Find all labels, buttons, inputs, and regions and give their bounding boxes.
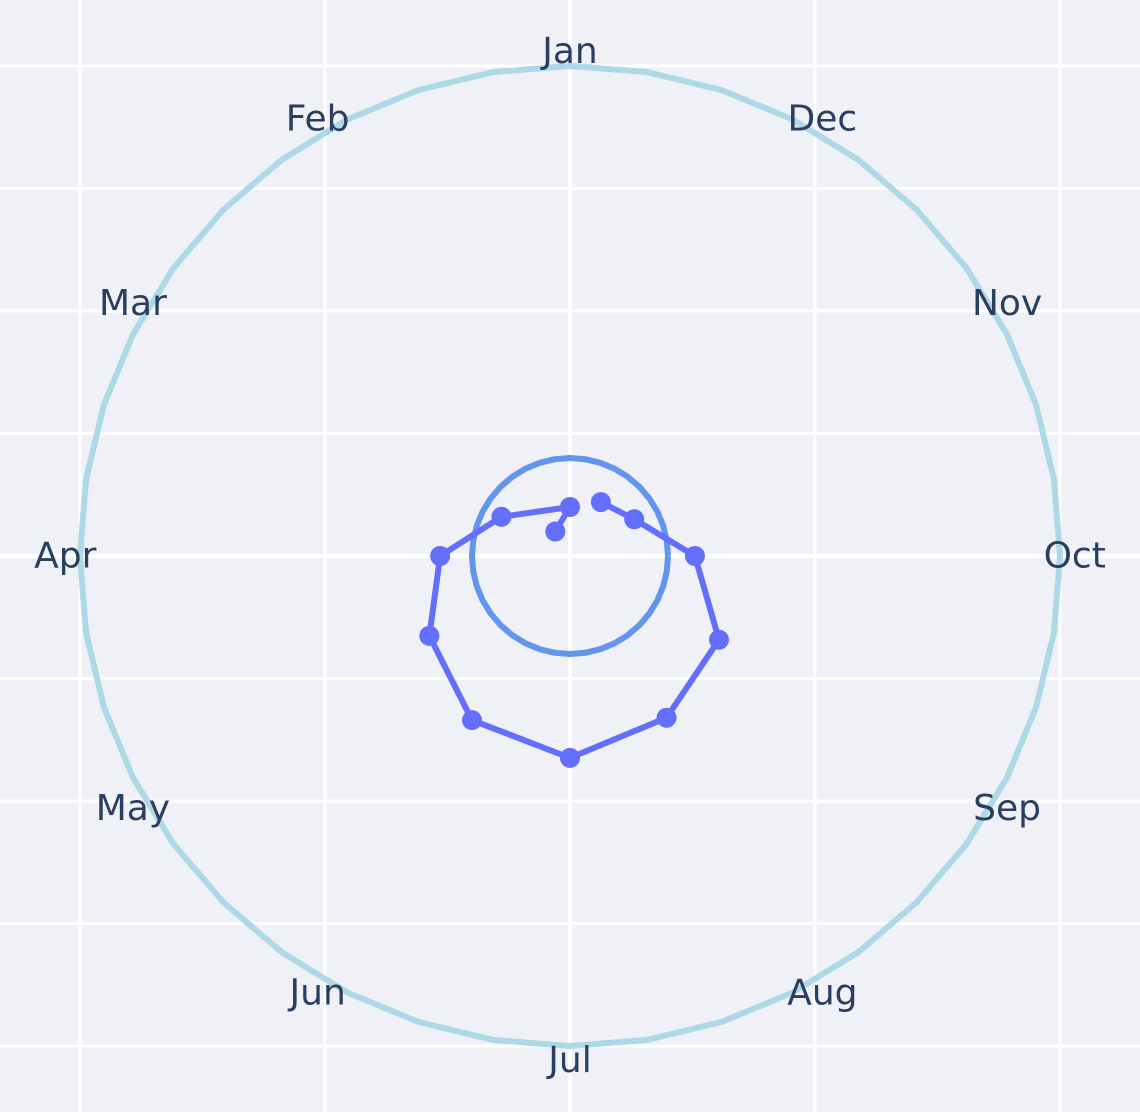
month-label-nov: Nov <box>972 283 1042 324</box>
month-labels: Jan Feb Mar Apr May Jun Jul Aug Sep Oct Nov Dec <box>34 31 1106 1081</box>
month-label-jan: Jan <box>540 31 598 72</box>
month-label-may: May <box>96 788 170 829</box>
data-point-11 <box>590 492 611 513</box>
data-point-0 <box>545 521 566 542</box>
month-label-feb: Feb <box>286 98 350 139</box>
data-series-line <box>426 499 722 761</box>
month-label-jun: Jun <box>288 973 346 1014</box>
data-point-1 <box>560 497 580 517</box>
data-point-9 <box>684 546 705 566</box>
month-label-apr: Apr <box>34 536 96 577</box>
data-point-2 <box>491 506 512 527</box>
month-label-sep: Sep <box>973 788 1041 829</box>
circle-series-1 <box>469 455 671 657</box>
month-label-oct: Oct <box>1044 536 1106 577</box>
data-point-10 <box>624 509 645 530</box>
data-point-7 <box>656 707 677 728</box>
circle-series-0 <box>77 63 1063 1049</box>
data-point-4 <box>419 625 440 646</box>
chart-traces <box>77 63 1063 1049</box>
data-point-8 <box>708 629 729 650</box>
data-point-6 <box>560 747 580 768</box>
month-label-aug: Aug <box>787 973 857 1014</box>
month-label-dec: Dec <box>788 98 858 139</box>
data-point-3 <box>430 546 451 566</box>
month-label-mar: Mar <box>99 283 167 324</box>
data-point-5 <box>462 710 482 731</box>
month-label-jul: Jul <box>546 1040 591 1081</box>
